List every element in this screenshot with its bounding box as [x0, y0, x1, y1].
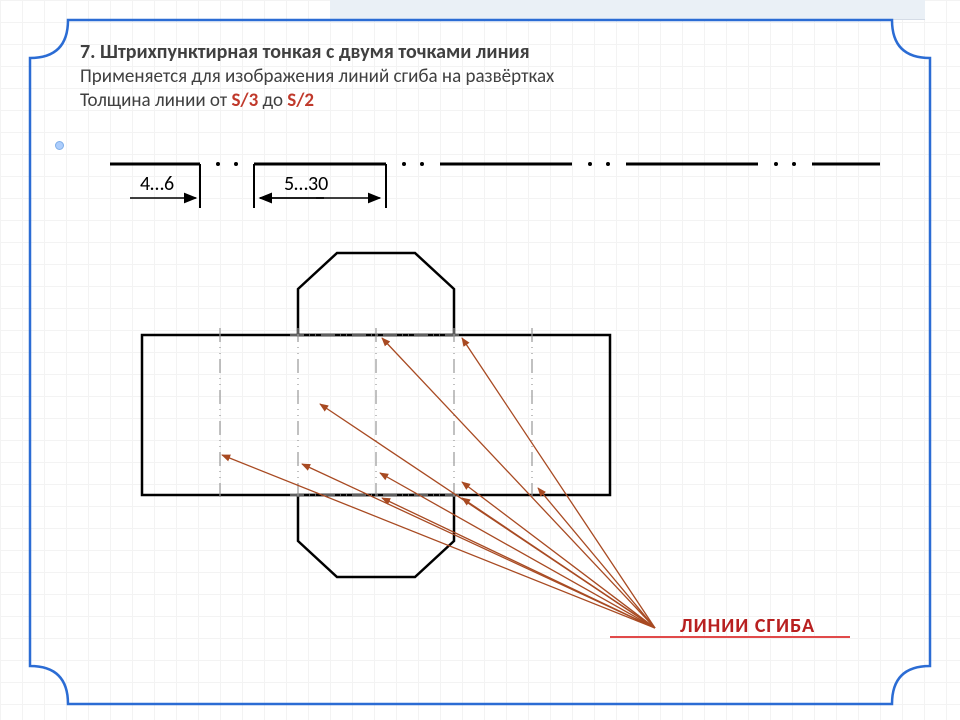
desc-line-2: Толщина линии от S/3 до S/2 [80, 89, 900, 113]
dim-gap-text: 4…6 [140, 172, 174, 196]
diagram-stage: 4…6 5…30 [80, 150, 880, 690]
anchor-dot [55, 141, 64, 150]
dim-dash-text: 5…30 [284, 172, 328, 196]
desc-line-1: Применяется для изображения линий сгиба … [80, 65, 900, 89]
title: 7. Штрихпунктирная тонкая с двумя точкам… [80, 40, 900, 65]
fold-lines-vertical [220, 328, 532, 502]
s-over-3: S/3 [231, 89, 258, 112]
fold-label: ЛИНИИ СГИБА [680, 614, 815, 638]
line-pattern-sample [110, 162, 880, 166]
hexagon-bottom [298, 495, 454, 577]
dimension-dash: 5…30 [260, 172, 380, 198]
description-block: 7. Штрихпунктирная тонкая с двумя точкам… [80, 40, 900, 113]
s-over-2: S/2 [287, 89, 314, 112]
fold-callout-arrows [222, 338, 655, 628]
top-banner [330, 0, 925, 20]
hexagon-top [298, 253, 454, 335]
